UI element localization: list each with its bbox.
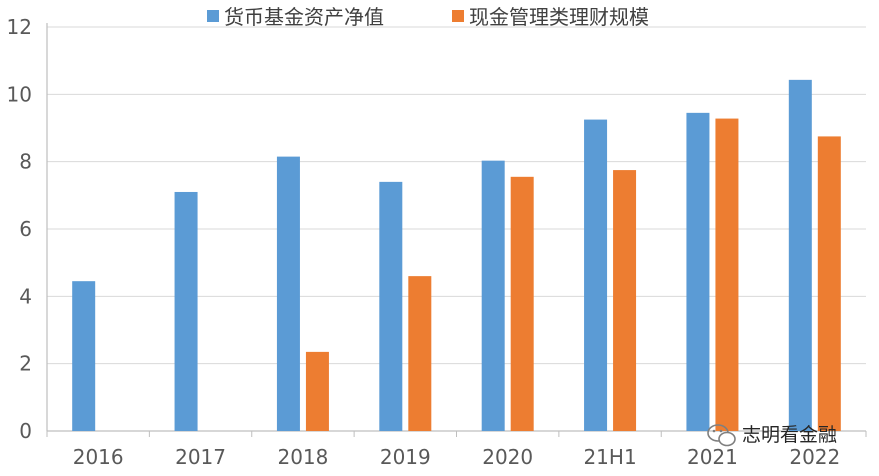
y-tick-label: 12: [7, 15, 32, 39]
bars: [72, 79, 841, 432]
bar-money-fund-21H1: [584, 119, 608, 431]
x-tick-label: 2017: [175, 445, 226, 469]
bar-cash-mgmt-21H1: [613, 170, 637, 432]
watermark: 志明看金融: [707, 424, 837, 447]
x-tick-label: 2019: [380, 445, 431, 469]
bar-cash-mgmt-2018: [305, 351, 329, 431]
y-tick-label: 0: [19, 419, 32, 443]
axes: [46, 23, 867, 437]
watermark-text: 志明看金融: [742, 424, 837, 446]
legend-label-1: 现金管理类理财规模: [469, 5, 649, 29]
x-tick-label: 2020: [482, 445, 533, 469]
tick-labels: 0 2 4 6 8 10 12 2016 2017 2018 2019 2020 21H1 2021 202…: [7, 15, 841, 469]
bar-money-fund-2017: [174, 191, 198, 431]
x-tick-label: 2021: [687, 445, 738, 469]
x-tick-label: 2018: [277, 445, 328, 469]
y-tick-label: 4: [19, 284, 32, 308]
x-tick-label: 2022: [789, 445, 840, 469]
legend-swatch-1: [452, 10, 464, 22]
bar-money-fund-2018: [276, 156, 300, 431]
legend-label-0: 货币基金资产净值: [224, 5, 384, 29]
bar-money-fund-2016: [72, 281, 96, 431]
wechat-icon: [707, 424, 736, 447]
bar-money-fund-2022: [788, 79, 812, 432]
y-tick-label: 6: [19, 217, 32, 241]
gridlines: [47, 26, 866, 365]
bar-cash-mgmt-2019: [408, 276, 432, 431]
bar-money-fund-2019: [379, 181, 403, 431]
legend: 货币基金资产净值 现金管理类理财规模: [207, 5, 649, 29]
legend-swatch-0: [207, 10, 219, 22]
bar-cash-mgmt-2020: [510, 176, 534, 431]
x-tick-label: 2016: [73, 445, 124, 469]
x-tick-label: 21H1: [583, 445, 636, 469]
bar-cash-mgmt-2021: [715, 118, 739, 431]
y-tick-label: 2: [19, 352, 32, 376]
bar-cash-mgmt-2022: [817, 136, 841, 431]
bar-money-fund-2021: [686, 112, 710, 431]
y-tick-label: 10: [7, 82, 32, 106]
bar-money-fund-2020: [481, 160, 505, 431]
y-tick-label: 8: [19, 150, 32, 174]
